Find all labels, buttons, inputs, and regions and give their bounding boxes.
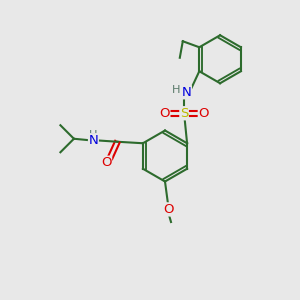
Text: H: H: [89, 130, 98, 140]
Text: O: O: [198, 107, 209, 120]
Text: N: N: [88, 134, 98, 147]
Text: O: O: [101, 156, 112, 169]
Text: O: O: [163, 203, 173, 216]
Text: H: H: [171, 85, 180, 95]
Text: N: N: [182, 86, 191, 99]
Text: S: S: [180, 107, 188, 120]
Text: O: O: [159, 107, 170, 120]
